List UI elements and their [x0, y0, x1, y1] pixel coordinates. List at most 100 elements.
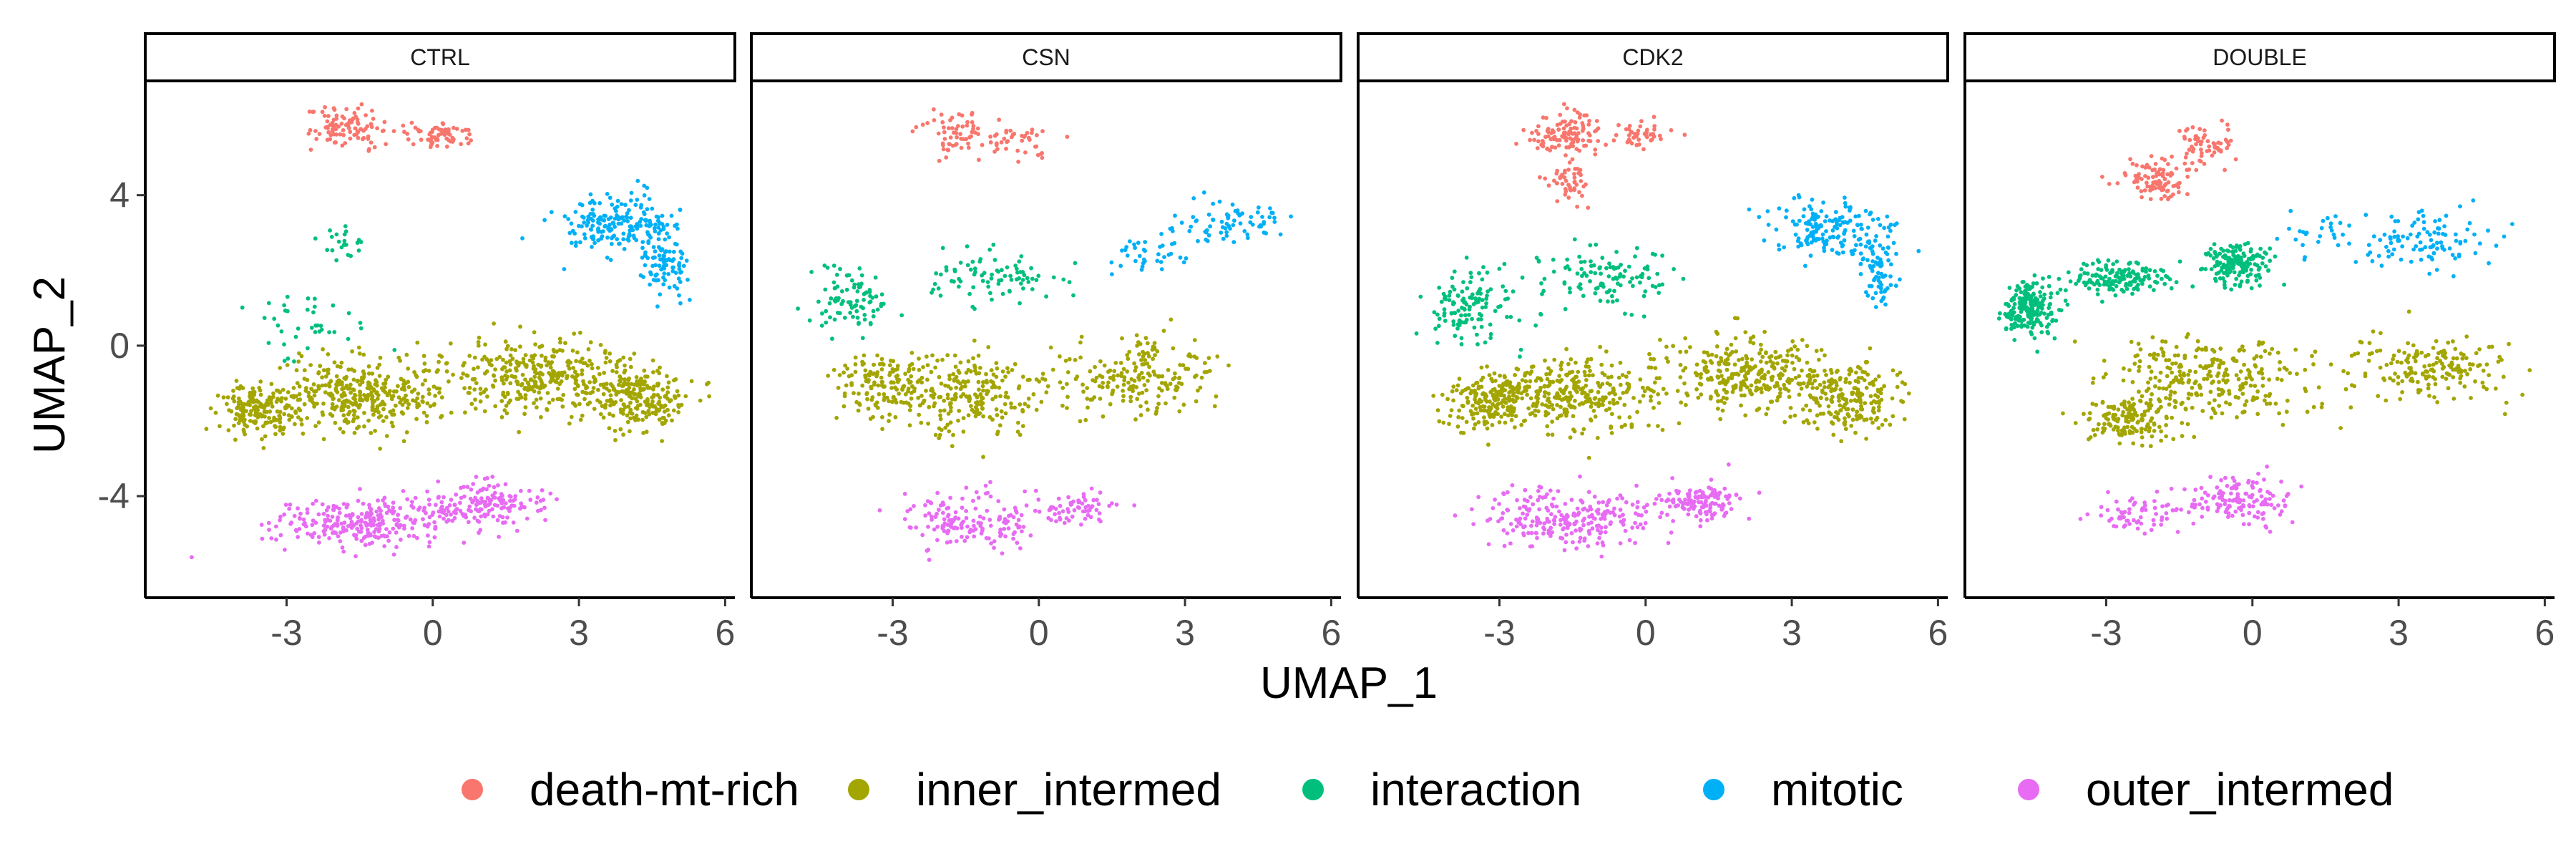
data-point [1485, 289, 1491, 293]
data-point [248, 412, 253, 417]
data-point [1658, 337, 1662, 342]
data-point [1128, 239, 1132, 243]
data-point [1807, 393, 1813, 398]
data-point [1067, 518, 1071, 523]
data-point [323, 105, 327, 110]
data-point [1893, 283, 1898, 288]
data-point [872, 362, 876, 367]
data-point [1749, 383, 1754, 388]
data-point [1864, 290, 1868, 295]
data-point [679, 256, 684, 261]
data-point [1131, 384, 1136, 389]
data-point [605, 256, 610, 260]
data-point [1098, 397, 1103, 401]
data-point [396, 395, 401, 400]
data-point [309, 326, 314, 330]
data-point [683, 394, 688, 399]
data-point [1567, 267, 1572, 272]
data-point [1883, 417, 1888, 422]
data-point [608, 222, 612, 227]
data-point [460, 128, 465, 133]
data-point [1136, 392, 1141, 396]
data-point [1567, 370, 1572, 375]
data-point [1036, 498, 1041, 502]
data-point [857, 321, 861, 325]
data-point [478, 391, 483, 396]
data-point [476, 343, 481, 348]
data-point [347, 409, 352, 414]
cluster-interaction [240, 224, 397, 364]
data-point [1643, 520, 1648, 525]
data-point [967, 291, 972, 296]
data-point [980, 407, 985, 411]
data-point [1551, 407, 1556, 412]
data-point [1533, 323, 1538, 328]
data-point [1054, 519, 1058, 524]
data-point [1898, 370, 1903, 375]
data-point [1758, 359, 1763, 364]
data-point [1612, 506, 1616, 511]
cluster-interaction [796, 243, 1078, 341]
data-point [1272, 220, 1277, 224]
data-point [1470, 507, 1474, 512]
data-point [940, 141, 945, 146]
data-point [403, 399, 408, 404]
data-point [1853, 398, 1858, 402]
data-point [642, 183, 647, 188]
data-point [1824, 373, 1828, 377]
data-point [372, 145, 377, 150]
data-point [1002, 507, 1007, 512]
data-point [1850, 251, 1855, 256]
data-point [305, 377, 310, 382]
data-point [1105, 384, 1110, 389]
data-point [1564, 346, 1569, 351]
data-point [1796, 381, 1801, 386]
data-point [1677, 421, 1682, 426]
data-point [997, 385, 1002, 390]
data-point [379, 402, 384, 407]
data-point [1460, 298, 1465, 303]
data-point [972, 338, 977, 343]
data-point [1785, 353, 1790, 358]
data-point [1589, 404, 1594, 409]
data-point [1015, 540, 1020, 545]
data-point [1470, 296, 1475, 301]
data-point [1138, 404, 1143, 409]
data-point [374, 509, 379, 514]
data-point [1577, 539, 1582, 544]
data-point [1777, 247, 1782, 252]
data-point [296, 415, 301, 419]
data-point [965, 524, 970, 529]
data-point [1562, 548, 1567, 553]
data-point [1132, 379, 1137, 383]
data-point [475, 490, 480, 495]
data-point [349, 367, 354, 372]
data-point [422, 361, 427, 366]
data-point [1801, 381, 1806, 386]
data-point [492, 495, 497, 500]
data-point [647, 412, 652, 417]
data-point [297, 392, 302, 397]
data-point [669, 213, 674, 218]
data-point [1002, 136, 1007, 141]
data-point [1238, 221, 1243, 225]
data-point [1780, 359, 1785, 363]
data-point [602, 405, 608, 410]
data-point [1716, 496, 1720, 501]
data-point [302, 402, 307, 407]
data-point [472, 515, 477, 520]
data-point [630, 411, 635, 416]
data-point [1546, 411, 1551, 416]
data-point [849, 382, 854, 387]
data-point [1067, 356, 1072, 361]
data-point [271, 418, 276, 423]
data-point [527, 488, 532, 493]
data-point [1600, 371, 1605, 375]
data-point [1723, 511, 1728, 516]
data-point [1231, 240, 1236, 245]
data-point [596, 387, 600, 392]
data-point [915, 379, 920, 384]
data-point [914, 125, 919, 130]
data-point [623, 203, 628, 208]
data-point [588, 340, 593, 345]
